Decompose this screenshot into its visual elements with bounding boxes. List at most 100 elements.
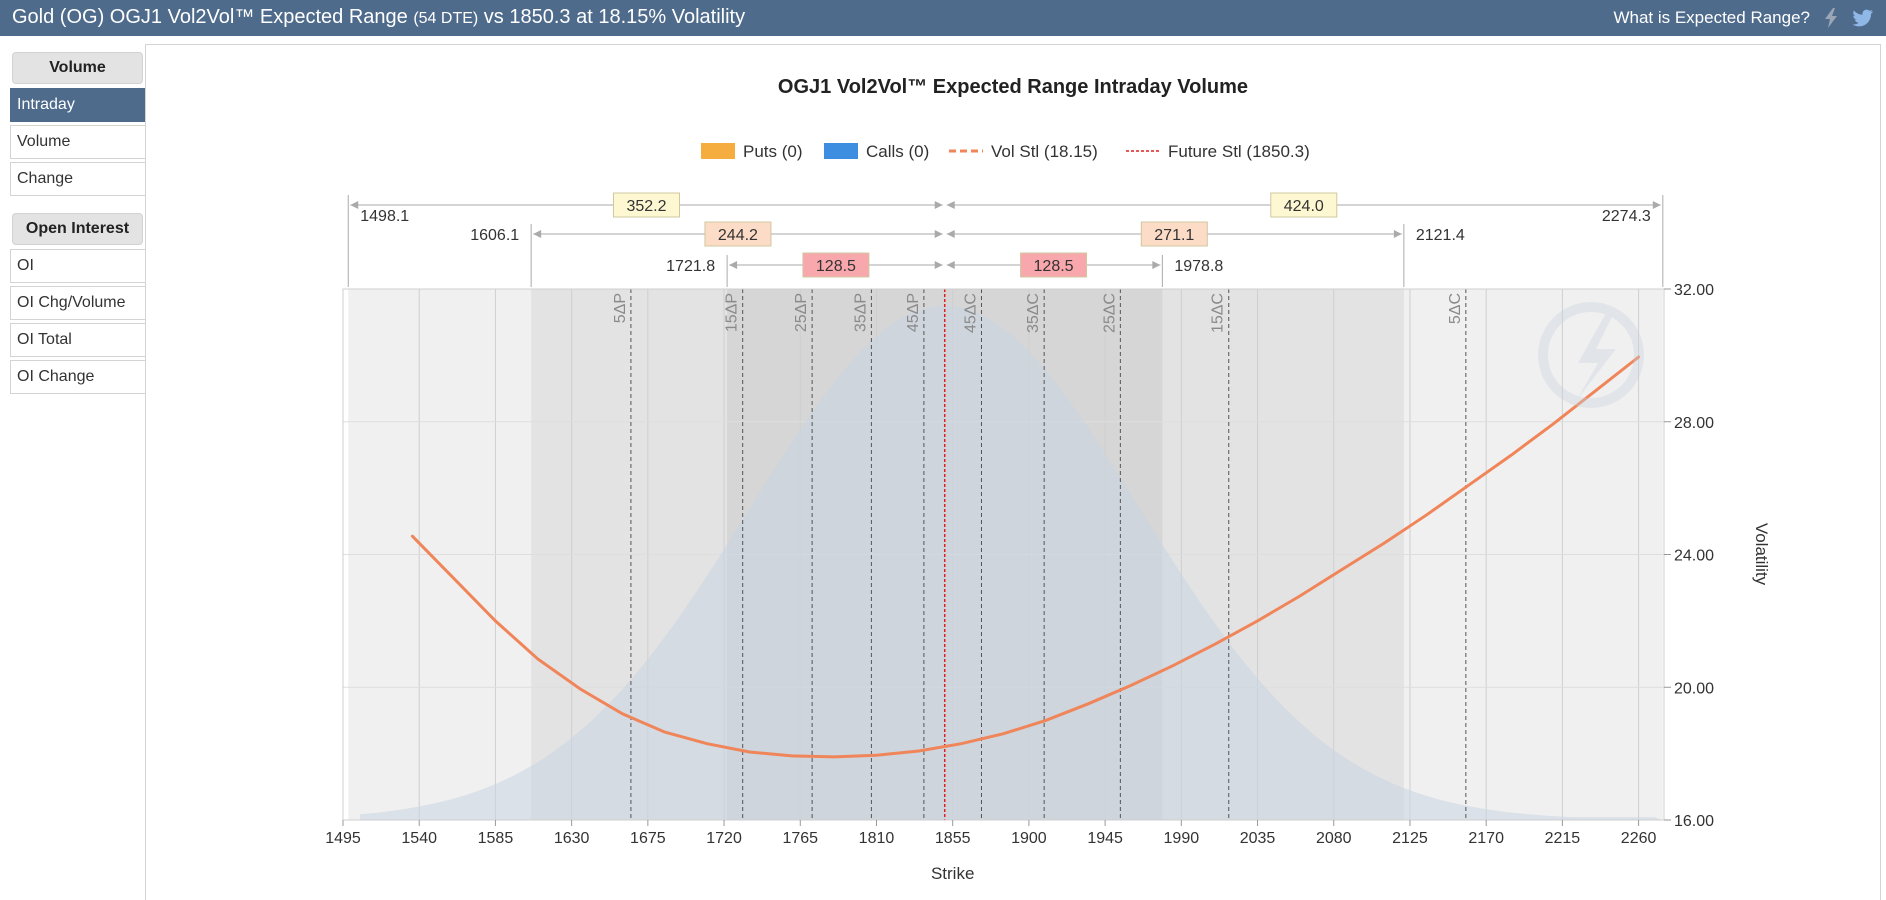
x-tick-label: 2080 — [1316, 830, 1352, 847]
range-down-value: 352.2 — [626, 198, 666, 215]
twitter-bird-icon[interactable] — [1852, 7, 1874, 29]
delta-label: 25ΔC — [1101, 293, 1118, 333]
probability-distribution-area — [359, 305, 1661, 821]
range-high-label: 2274.3 — [1602, 208, 1651, 225]
x-tick-label: 2170 — [1468, 830, 1504, 847]
delta-label: 25ΔP — [793, 293, 810, 332]
range-up-value: 424.0 — [1284, 198, 1324, 215]
x-tick-label: 1855 — [935, 830, 971, 847]
x-tick-label: 1945 — [1087, 830, 1123, 847]
legend-label: Future Stl (1850.3) — [1168, 142, 1310, 161]
x-tick-label: 1630 — [554, 830, 590, 847]
watermark-logo — [1538, 302, 1644, 408]
delta-label: 15ΔP — [724, 293, 741, 332]
arrow-head — [350, 201, 359, 209]
x-tick-label: 2215 — [1545, 830, 1581, 847]
x-tick-label: 1495 — [325, 830, 361, 847]
delta-label: 5ΔC — [1447, 293, 1464, 324]
arrow-head — [1393, 230, 1402, 238]
x-tick-label: 1990 — [1164, 830, 1200, 847]
header-bar: Gold (OG) OGJ1 Vol2Vol™ Expected Range (… — [0, 0, 1886, 36]
x-tick-label: 2125 — [1392, 830, 1428, 847]
volume-section-header: Volume — [12, 52, 143, 84]
arrow-head — [533, 230, 542, 238]
range-high-label: 2121.4 — [1416, 227, 1465, 244]
arrow-head — [934, 230, 943, 238]
x-tick-label: 1675 — [630, 830, 666, 847]
arrow-head — [1652, 201, 1661, 209]
x-tick-label: 1720 — [706, 830, 742, 847]
range-low-label: 1498.1 — [360, 208, 409, 225]
sidebar-item-oi[interactable]: OI — [10, 249, 145, 283]
legend-item: Future Stl (1850.3) — [1126, 142, 1310, 161]
sidebar-item-change[interactable]: Change — [10, 162, 145, 196]
arrow-head — [946, 230, 955, 238]
legend-item: Calls (0) — [824, 142, 929, 161]
x-axis-label: Strike — [931, 864, 974, 883]
range-down-box — [704, 221, 772, 247]
range-up-box — [1270, 192, 1338, 218]
legend-item: Puts (0) — [701, 142, 803, 161]
range-high-label: 1978.8 — [1174, 258, 1223, 275]
chart-title: OGJ1 Vol2Vol™ Expected Range Intraday Vo… — [778, 76, 1248, 98]
y-tick-label: 28.00 — [1674, 415, 1714, 432]
range-up-box — [1020, 252, 1088, 278]
sidebar-item-oi-change[interactable]: OI Change — [10, 360, 145, 394]
x-tick-label: 1585 — [478, 830, 514, 847]
arrow-head — [934, 201, 943, 209]
delta-label: 45ΔP — [905, 293, 922, 332]
lightning-icon[interactable] — [1820, 7, 1842, 29]
legend-label: Vol Stl (18.15) — [991, 142, 1098, 161]
arrow-head — [934, 261, 943, 269]
delta-label: 45ΔC — [962, 293, 979, 333]
expected-range-chart: OGJ1 Vol2Vol™ Expected Range Intraday Vo… — [325, 76, 1771, 883]
arrow-head — [946, 261, 955, 269]
y-tick-label: 20.00 — [1674, 680, 1714, 697]
x-tick-label: 2260 — [1621, 830, 1657, 847]
legend-label: Puts (0) — [743, 142, 803, 161]
vol-settle-curve — [410, 355, 1641, 759]
legend-swatch — [701, 143, 735, 159]
delta-label: 35ΔC — [1025, 293, 1042, 333]
title-dte: (54 DTE) — [413, 10, 479, 27]
y-axis-label: Volatility — [1752, 523, 1771, 586]
range-up-value: 271.1 — [1154, 227, 1194, 244]
x-tick-label: 2035 — [1240, 830, 1276, 847]
range-up-box — [1140, 221, 1208, 247]
x-tick-label: 1765 — [782, 830, 818, 847]
arrow-head — [1152, 261, 1161, 269]
legend-swatch — [824, 143, 858, 159]
delta-label: 15ΔC — [1210, 293, 1227, 333]
legend-item: Vol Stl (18.15) — [949, 142, 1098, 161]
open-interest-section-header: Open Interest — [12, 213, 143, 245]
sidebar-item-oi-total[interactable]: OI Total — [10, 323, 145, 357]
x-tick-label: 1900 — [1011, 830, 1047, 847]
page-title: Gold (OG) OGJ1 Vol2Vol™ Expected Range (… — [12, 6, 745, 29]
sidebar-item-oi-chg-volume[interactable]: OI Chg/Volume — [10, 286, 145, 320]
range-down-box — [612, 192, 680, 218]
delta-label: 5ΔP — [612, 293, 629, 323]
title-main: Gold (OG) OGJ1 Vol2Vol™ Expected Range — [12, 6, 408, 28]
legend-label: Calls (0) — [866, 142, 929, 161]
delta-label: 35ΔP — [852, 293, 869, 332]
sidebar-item-volume[interactable]: Volume — [10, 125, 145, 159]
y-tick-label: 24.00 — [1674, 548, 1714, 565]
range-down-box — [802, 252, 870, 278]
y-tick-label: 32.00 — [1674, 282, 1714, 299]
watermark-bolt — [1576, 313, 1616, 401]
watermark-ring — [1538, 302, 1644, 408]
sidebar: Volume Intraday Volume Change Open Inter… — [10, 52, 145, 397]
arrow-head — [946, 201, 955, 209]
range-down-value: 128.5 — [816, 258, 856, 275]
range-low-label: 1721.8 — [666, 258, 715, 275]
x-tick-label: 1810 — [859, 830, 895, 847]
range-up-value: 128.5 — [1034, 258, 1074, 275]
range-down-value: 244.2 — [718, 227, 758, 244]
help-link[interactable]: What is Expected Range? — [1613, 8, 1810, 27]
sidebar-item-intraday[interactable]: Intraday — [10, 88, 145, 122]
y-tick-label: 16.00 — [1674, 813, 1714, 830]
chart-panel: OGJ1 Vol2Vol™ Expected Range Intraday Vo… — [145, 44, 1881, 900]
x-tick-label: 1540 — [401, 830, 437, 847]
range-low-label: 1606.1 — [470, 227, 519, 244]
arrow-head — [729, 261, 738, 269]
